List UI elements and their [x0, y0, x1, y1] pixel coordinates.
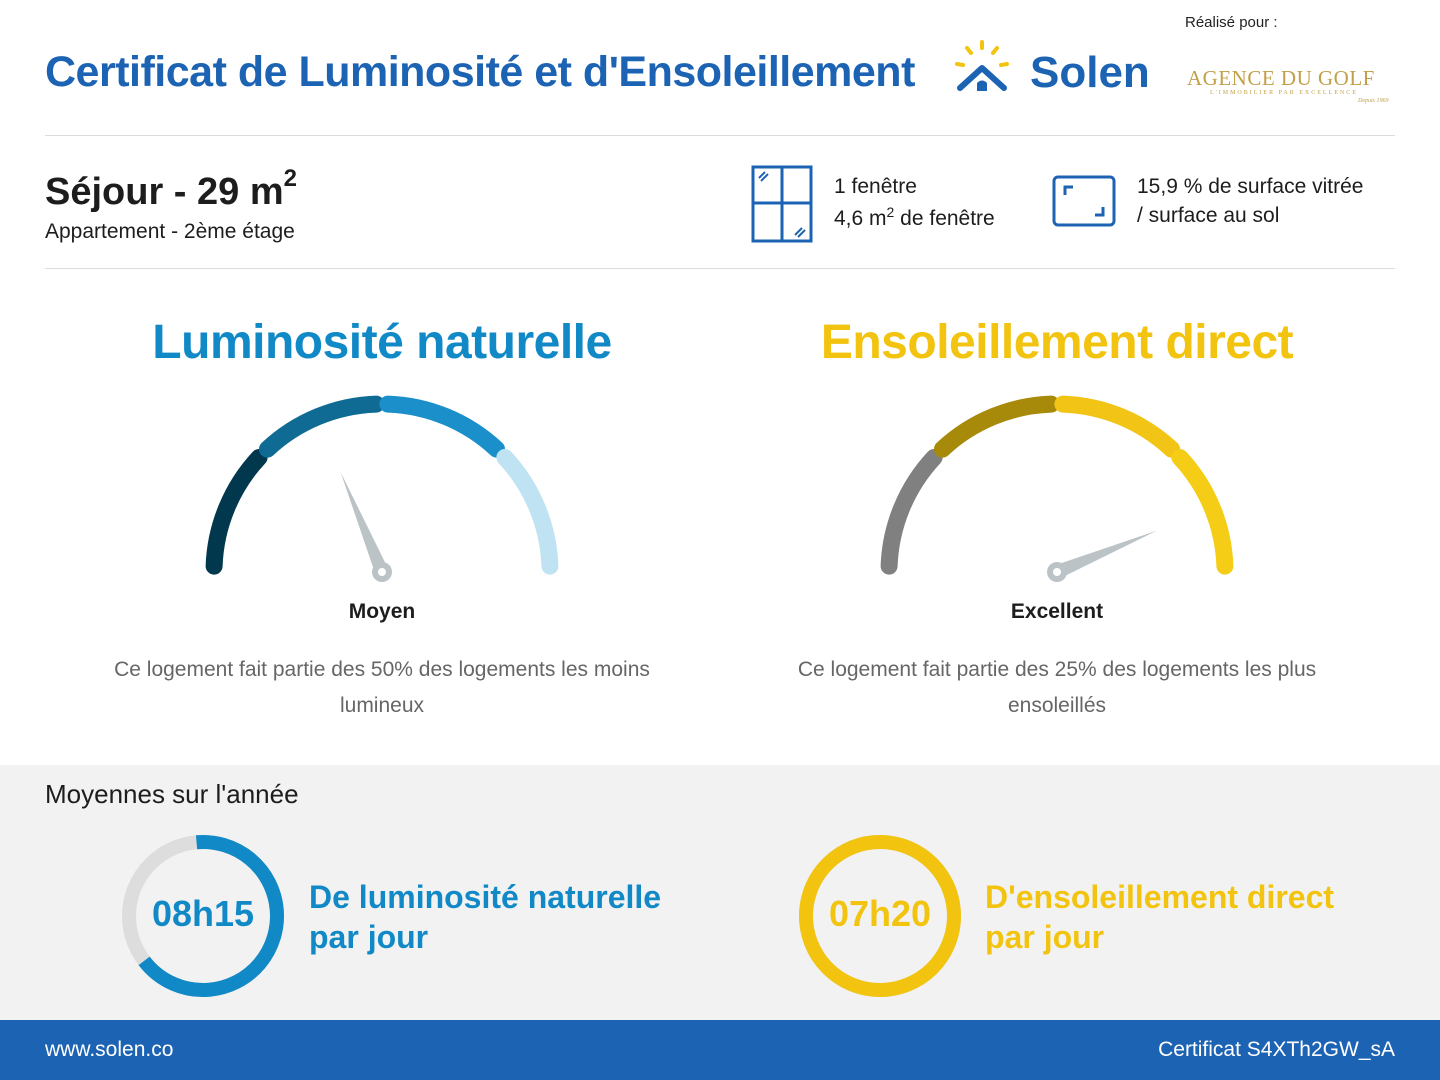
luminosity-duration-label: De luminosité naturelle par jour [309, 877, 709, 957]
footer: www.solen.co Certificat S4XTh2GW_sA [0, 1020, 1440, 1080]
room-area-exponent: 2 [283, 165, 297, 192]
sunshine-duration-label-line1: D'ensoleillement direct [985, 879, 1335, 915]
agency-logo-tagline: L'IMMOBILIER PAR EXCELLENCE [1210, 90, 1358, 96]
luminosity-title: Luminosité naturelle [152, 316, 612, 369]
luminosity-duration-label-line2: par jour [309, 919, 429, 955]
sunshine-level: Excellent [1010, 600, 1104, 623]
sunshine-gauge-needle [1054, 530, 1157, 579]
room-name: Séjour - 29 m [45, 171, 284, 213]
sunshine-duration-label: D'ensoleillement direct par jour [985, 877, 1385, 957]
windows-count: 1 fenêtre [834, 175, 917, 198]
luminosity-gauge [205, 395, 559, 582]
windows-area-value: 4,6 m [834, 207, 887, 230]
averages-title: Moyennes sur l'année [45, 779, 299, 809]
solen-brand-name: Solen [1030, 48, 1150, 97]
header: Certificat de Luminosité et d'Ensoleille… [45, 0, 1395, 136]
luminosity-description: Ce logement fait partie des 50% des loge… [114, 658, 650, 717]
sunshine-duration-ring [799, 835, 961, 997]
luminosity-level: Moyen [348, 600, 416, 623]
sunshine-duration-label-line2: par jour [985, 919, 1105, 955]
solen-sun-house-icon [955, 40, 1009, 91]
luminosity-ring-fill [122, 835, 284, 997]
luminosity-panel: Luminosité naturelle Moyen Ce logement f… [57, 300, 707, 730]
sunshine-gauge-segment-4 [1171, 448, 1234, 575]
sunshine-description: Ce logement fait partie des 25% des loge… [797, 658, 1317, 717]
floor-surface-icon [1052, 175, 1116, 227]
glazed-ratio-line2: / surface au sol [1137, 204, 1280, 227]
sunshine-duration-value: 07h20 [828, 893, 932, 934]
made-for-label: Réalisé pour : [1185, 14, 1278, 31]
sunshine-gauge [880, 395, 1234, 582]
website-link[interactable]: www.solen.co [45, 1038, 174, 1061]
luminosity-duration-ring [122, 835, 284, 997]
luminosity-gauge-needle [340, 472, 389, 575]
window-icon [751, 165, 813, 243]
luminosity-gauge-segment-1 [205, 448, 268, 575]
sunshine-gauge-segment-3 [1054, 395, 1181, 458]
agency-logo-since: Depuis 1969 [1358, 98, 1389, 104]
luminosity-gauge-segment-3 [379, 395, 506, 458]
windows-area-suffix: de fenêtre [894, 207, 995, 230]
glazed-ratio-line1: 15,9 % de surface vitrée [1137, 175, 1364, 198]
windows-area: 4,6 m2 de fenêtre [834, 204, 995, 231]
sunshine-gauge-segment-2 [933, 395, 1060, 458]
luminosity-gauge-segment-2 [258, 395, 385, 458]
room-info: Séjour - 29 m2 Appartement - 2ème étage … [45, 137, 1395, 269]
luminosity-gauge-hub-center [378, 568, 386, 576]
sunshine-title: Ensoleillement direct [820, 316, 1294, 369]
page-title: Certificat de Luminosité et d'Ensoleille… [45, 48, 915, 96]
luminosity-gauge-segment-4 [496, 448, 559, 575]
sunshine-gauge-hub-center [1053, 568, 1061, 576]
windows-area-exponent: 2 [886, 204, 895, 220]
luminosity-duration-value: 08h15 [151, 893, 255, 934]
luminosity-duration-label-line1: De luminosité naturelle [309, 879, 662, 915]
room-title: Séjour - 29 m2 [45, 165, 297, 214]
agency-logo-name: AGENCE DU GOLF [1187, 66, 1375, 90]
room-subtitle: Appartement - 2ème étage [45, 220, 295, 243]
sunshine-panel: Ensoleillement direct Excellent Ce logem… [732, 300, 1382, 730]
sunshine-gauge-segment-1 [880, 448, 943, 575]
certificate-id: Certificat S4XTh2GW_sA [1158, 1038, 1395, 1061]
sunshine-ring-fill [799, 835, 961, 997]
